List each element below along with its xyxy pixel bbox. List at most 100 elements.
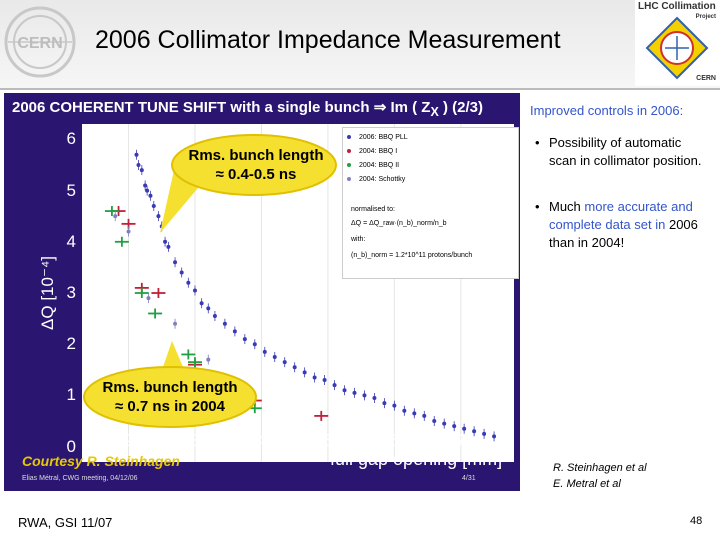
data-point <box>302 367 307 378</box>
legend-note-1: normalised to: <box>351 206 395 213</box>
figure-title: 2006 COHERENT TUNE SHIFT with a single b… <box>12 98 512 119</box>
x-tick-label: 6 <box>389 431 400 450</box>
cern-logo-text: CERN <box>17 35 62 52</box>
legend-note-2: ΔQ = ΔQ_raw·(n_b)_norm/n_b <box>351 220 447 227</box>
data-point <box>382 398 387 409</box>
data-point <box>242 334 247 345</box>
header-divider <box>0 88 720 90</box>
data-point <box>472 426 477 437</box>
figure-title-main: 2006 COHERENT TUNE SHIFT with a single b… <box>12 99 431 116</box>
data-point <box>134 149 139 160</box>
data-point <box>462 423 467 434</box>
legend-marker <box>347 135 351 140</box>
data-point <box>322 375 327 386</box>
data-point <box>212 311 217 322</box>
note-bullet-1-text: Possibility of automatic scan in collima… <box>549 135 702 168</box>
y-tick-label: 4 <box>66 231 76 251</box>
data-point <box>159 221 164 232</box>
data-point <box>134 288 149 298</box>
figure-title-tail: ) (2/3) <box>438 99 483 116</box>
data-point <box>412 408 417 419</box>
x-tick-label: 7 <box>456 431 466 450</box>
legend-label: 2006: BBQ PLL <box>359 134 408 141</box>
figure-footer-page: 4/31 <box>462 475 476 482</box>
data-point <box>173 318 178 329</box>
cern-logo: CERN <box>4 6 76 78</box>
tune-shift-figure: 2006 COHERENT TUNE SHIFT with a single b… <box>4 93 520 491</box>
data-point <box>372 392 377 403</box>
bullet-dot: • <box>535 135 540 150</box>
legend-entry-bbq-pll: 2006: BBQ PLL <box>347 134 408 141</box>
data-point <box>312 372 317 383</box>
data-point <box>314 410 329 421</box>
data-point <box>156 211 161 222</box>
data-point <box>282 357 287 368</box>
x-tick-label: 5 <box>323 431 333 450</box>
y-tick-label: 1 <box>66 385 76 405</box>
slide-header: CERN 2006 Collimator Impedance Measureme… <box>0 0 720 88</box>
data-point <box>148 190 153 201</box>
y-tick-label: 6 <box>66 129 76 149</box>
legend-label: 2004: BBQ I <box>359 148 398 155</box>
data-point <box>104 206 119 217</box>
y-tick-label: 2 <box>66 334 76 354</box>
data-point <box>151 200 156 211</box>
data-point <box>187 357 202 368</box>
data-point <box>199 298 204 309</box>
chart-legend: 2006: BBQ PLL 2004: BBQ I 2004: BBQ II 2… <box>342 127 519 279</box>
lhc-logo-org: CERN <box>696 75 716 82</box>
data-point <box>252 339 257 350</box>
data-point <box>126 226 131 237</box>
data-point <box>232 326 237 337</box>
data-point <box>114 236 129 247</box>
data-point <box>432 416 437 427</box>
data-point <box>402 405 407 416</box>
x-tick-label: 3 <box>190 431 200 450</box>
data-point <box>151 288 166 298</box>
data-point <box>163 236 168 247</box>
legend-label: 2004: Schottky <box>359 176 406 183</box>
lhc-logo-graphic <box>635 0 720 86</box>
y-axis-label: ΔQ [10⁻⁴] <box>37 256 57 330</box>
y-tick-label: 0 <box>66 436 76 456</box>
lhc-collimation-logo: LHC Collimation Project CERN <box>635 0 720 86</box>
legend-label: 2004: BBQ II <box>359 162 400 169</box>
data-point <box>262 346 267 357</box>
page-number: 48 <box>690 515 703 527</box>
data-point <box>139 165 144 176</box>
figure-footer-author: Elias Métral, CWG meeting, 04/12/06 <box>22 475 138 482</box>
x-tick-label: 4 <box>256 431 267 450</box>
courtesy-credit: Courtesy R. Steinhagen <box>22 453 180 469</box>
data-point <box>181 349 196 360</box>
note-bullet-1: • Possibility of automatic scan in colli… <box>535 134 710 170</box>
data-point <box>148 308 163 319</box>
data-point <box>352 387 357 398</box>
data-point <box>206 354 211 365</box>
references: R. Steinhagen et al E. Metral et al <box>553 460 647 492</box>
data-point <box>442 418 447 429</box>
note-bullet-2-part-a: Much <box>549 199 585 214</box>
data-point <box>179 267 184 278</box>
data-point <box>332 380 337 391</box>
note-bullet-2-highlight: more accurate and complete data set in <box>549 199 693 232</box>
note-bullet-2-part-c: 2006 than in 2004! <box>549 217 698 250</box>
data-point <box>492 431 497 442</box>
footer-source: RWA, GSI 11/07 <box>18 515 113 530</box>
data-point <box>186 277 191 288</box>
legend-entry-bbq-ii: 2004: BBQ II <box>347 162 399 169</box>
data-point <box>192 285 197 296</box>
data-point <box>206 303 211 314</box>
data-point <box>247 403 262 414</box>
data-point <box>342 385 347 396</box>
legend-marker <box>347 177 351 182</box>
data-point <box>113 211 118 222</box>
data-point <box>166 241 171 252</box>
y-tick-label: 3 <box>66 283 76 302</box>
reference-2: E. Metral et al <box>553 478 621 490</box>
data-point <box>136 159 141 170</box>
x-tick-label: 2 <box>123 431 134 450</box>
reference-1: R. Steinhagen et al <box>553 462 647 474</box>
data-point <box>272 352 277 363</box>
data-point <box>173 257 178 268</box>
lhc-logo-subtitle: Project <box>695 14 716 20</box>
